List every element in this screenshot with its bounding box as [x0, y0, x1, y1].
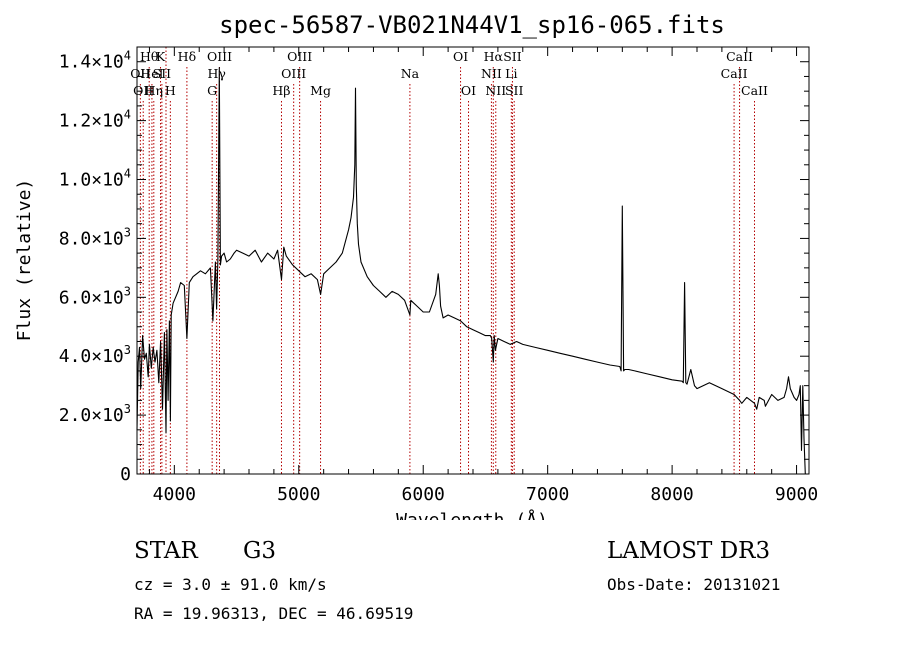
x-tick-label: 7000	[526, 484, 569, 505]
x-tick-label: 6000	[402, 484, 445, 505]
line-label: H	[165, 83, 176, 98]
y-tick-label: 6.0×103	[59, 284, 131, 308]
line-label: HeI	[140, 66, 163, 81]
line-label: Na	[401, 66, 420, 81]
line-label: SII	[505, 83, 524, 98]
line-label: Mg	[310, 83, 331, 98]
line-label: OII	[130, 66, 150, 81]
chart-title: spec-56587-VB021N44V1_sp16-065.fits	[219, 11, 725, 39]
line-label: Hα	[484, 49, 504, 64]
object-subclass: G3	[243, 538, 277, 564]
line-label: Hγ	[207, 66, 225, 81]
line-label: Hθ	[140, 49, 158, 64]
x-axis: 4000 5000 6000 7000 8000 9000	[148, 47, 818, 505]
line-label: Hδ	[178, 49, 196, 64]
x-tick-label: 5000	[277, 484, 320, 505]
survey-name: LAMOST DR3	[607, 538, 771, 564]
line-label: SII	[503, 49, 522, 64]
line-label: Hη	[145, 83, 163, 98]
line-label: G	[207, 83, 217, 98]
spectrum-chart: spec-56587-VB021N44V1_sp16-065.fits OIIO…	[14, 11, 818, 520]
x-axis-label: Wavelength (Å)	[396, 509, 548, 520]
line-label: NII	[481, 66, 502, 81]
y-tick-label: 1.2×104	[59, 108, 131, 132]
line-label: OI	[453, 49, 468, 64]
line-label: K	[156, 49, 166, 64]
spectrum-line	[136, 67, 806, 475]
y-tick-label: 1.4×104	[59, 49, 131, 73]
line-label: OIII	[281, 66, 306, 81]
x-tick-label: 8000	[650, 484, 693, 505]
y-tick-label: 1.0×104	[59, 167, 131, 191]
observation-date: Obs-Date: 20131021	[607, 575, 781, 594]
line-label: OI	[461, 83, 476, 98]
redshift-text: cz = 3.0 ± 91.0 km/s	[134, 575, 327, 594]
line-label: SII	[153, 66, 172, 81]
line-label: OII	[133, 83, 153, 98]
line-label: OIII	[207, 49, 232, 64]
line-label: Hβ	[272, 83, 290, 98]
y-tick-label: 8.0×103	[59, 225, 131, 249]
line-label: CaII	[721, 66, 748, 81]
spectral-line-markers	[139, 47, 755, 474]
line-label: CaII	[741, 83, 768, 98]
object-class: STAR	[134, 538, 198, 564]
y-tick-label: 0	[120, 464, 131, 485]
y-tick-label: 2.0×103	[59, 402, 131, 426]
coordinates-text: RA = 19.96313, DEC = 46.69519	[134, 604, 414, 623]
y-axis: 0 2.0×103 4.0×103 6.0×103 8.0×103 1.0×104 1.2×…	[59, 49, 809, 485]
line-label: Li	[505, 66, 517, 81]
plot-frame	[136, 46, 810, 475]
line-label: NII	[485, 83, 506, 98]
x-tick-label: 4000	[153, 484, 196, 505]
y-axis-label: Flux (relative)	[14, 179, 35, 342]
y-tick-label: 4.0×103	[59, 343, 131, 367]
x-tick-label: 9000	[775, 484, 818, 505]
line-label: OIII	[287, 49, 312, 64]
spectral-line-labels: OII OII Hθ HeI Hη K SII H Hδ G Hγ OIII Hβ OIII OIII Mg N…	[130, 49, 768, 98]
line-label: CaII	[726, 49, 753, 64]
